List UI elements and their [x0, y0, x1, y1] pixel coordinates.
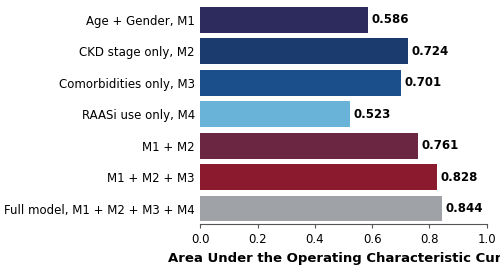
Bar	[200, 101, 350, 127]
Text: 0.523: 0.523	[354, 108, 391, 121]
Text: 0.844: 0.844	[446, 202, 483, 215]
Text: 0.701: 0.701	[404, 76, 442, 89]
Bar	[200, 133, 418, 158]
Bar	[200, 38, 408, 64]
Text: 0.724: 0.724	[411, 45, 449, 58]
Text: 0.761: 0.761	[422, 139, 459, 152]
Bar	[200, 196, 442, 221]
Bar	[200, 7, 368, 33]
Bar	[200, 164, 438, 190]
Text: 0.586: 0.586	[372, 13, 409, 26]
Text: 0.828: 0.828	[441, 171, 478, 183]
X-axis label: Area Under the Operating Characteristic Curve: Area Under the Operating Characteristic …	[168, 252, 500, 265]
Bar	[200, 70, 401, 96]
